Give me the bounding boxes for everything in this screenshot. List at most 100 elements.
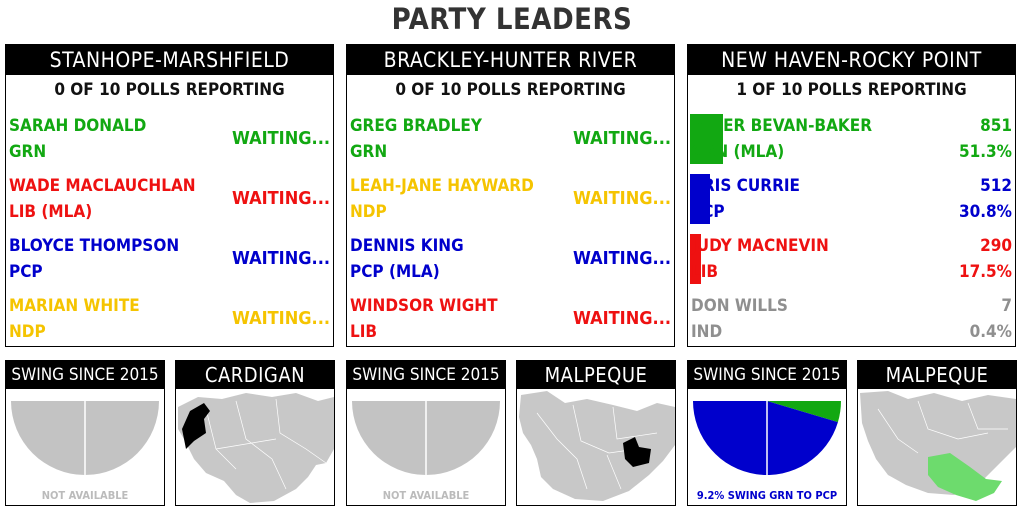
candidate-row: GREG BRADLEY GRN WAITING... — [350, 111, 671, 167]
district-border — [917, 400, 989, 440]
swing-panel: SWING SINCE 2015 NOT AVAILABLE — [346, 360, 506, 506]
candidate-row: WINDSOR WIGHT LIB WAITING... — [350, 291, 671, 347]
district-highlight — [182, 403, 210, 449]
candidate-name: MARIAN WHITE — [9, 296, 140, 316]
candidate-name: PETER BEVAN-BAKER — [691, 116, 872, 136]
candidate-party: LIB — [691, 262, 719, 282]
map-panel: MALPEQUE — [516, 360, 676, 506]
candidate-row: SARAH DONALD GRN WAITING... — [9, 111, 330, 167]
candidate-party: GRN (MLA) — [691, 142, 785, 162]
district-highlight — [623, 437, 651, 467]
candidate-party: GRN — [9, 142, 47, 162]
candidate-status: WAITING... — [573, 248, 671, 269]
candidate-status: WAITING... — [232, 188, 330, 209]
polls-reporting: 1 OF 10 POLLS REPORTING — [736, 80, 967, 100]
candidate-votes: 290 — [980, 236, 1012, 256]
riding-name: STANHOPE-MARSHFIELD — [6, 45, 333, 75]
candidate-status: WAITING... — [232, 308, 330, 329]
candidate-name: SARAH DONALD — [9, 116, 147, 136]
candidate-party: NDP — [9, 322, 46, 342]
map-panel: MALPEQUE — [857, 360, 1017, 506]
candidate-status: WAITING... — [573, 308, 671, 329]
swing-gauge — [693, 401, 841, 476]
swing-label: NOT AVAILABLE — [382, 489, 470, 502]
candidate-percent: 30.8% — [958, 202, 1012, 222]
candidate-name: BLOYCE THOMPSON — [9, 236, 180, 256]
landmass — [178, 393, 334, 503]
district-border — [606, 454, 622, 490]
riding-panel: BRACKLEY-HUNTER RIVER 0 OF 10 POLLS REPOR… — [346, 44, 675, 347]
candidate-row: MARIAN WHITE NDP WAITING... — [9, 291, 330, 347]
district-border — [235, 400, 287, 490]
riding-name: BRACKLEY-HUNTER RIVER — [347, 45, 674, 75]
candidate-row: LEAH-JANE HAYWARD NDP WAITING... — [350, 171, 671, 227]
swing-label: NOT AVAILABLE — [41, 489, 129, 502]
candidate-name: JUDY MACNEVIN — [691, 236, 829, 256]
candidate-name: DON WILLS — [691, 296, 788, 316]
candidate-row: DON WILLS IND 7 0.4% — [691, 291, 1012, 347]
landmass — [860, 391, 1016, 495]
page-title: PARTY LEADERS — [391, 2, 633, 36]
candidate-party: LIB (MLA) — [9, 202, 93, 222]
candidate-name: WADE MACLAUCHLAN — [9, 176, 196, 196]
swing-panel: SWING SINCE 2015 NOT AVAILABLE — [5, 360, 165, 506]
candidate-status: WAITING... — [232, 248, 330, 269]
district-border — [275, 398, 327, 464]
candidate-name: LEAH-JANE HAYWARD — [350, 176, 534, 196]
polls-reporting: 0 OF 10 POLLS REPORTING — [395, 80, 626, 100]
candidate-status: WAITING... — [232, 128, 330, 149]
swing-panel: SWING SINCE 2015 9.2% SWING GRN TO PCP — [687, 360, 847, 506]
candidate-votes: 851 — [980, 116, 1012, 136]
candidate-status: WAITING... — [573, 128, 671, 149]
district-map — [519, 391, 675, 501]
map-header: CARDIGAN — [176, 361, 334, 389]
swing-label: 9.2% SWING GRN TO PCP — [696, 489, 838, 502]
vote-share-bar — [690, 234, 701, 284]
candidate-votes: 512 — [980, 176, 1012, 196]
map-header: MALPEQUE — [517, 361, 675, 389]
riding-panel: STANHOPE-MARSHFIELD 0 OF 10 POLLS REPORTI… — [5, 44, 334, 347]
polls-reporting: 0 OF 10 POLLS REPORTING — [54, 80, 285, 100]
swing-header: SWING SINCE 2015 — [6, 361, 164, 389]
swing-header: SWING SINCE 2015 — [688, 361, 846, 389]
swing-gauge — [352, 401, 500, 475]
swing-gauge — [11, 401, 159, 475]
candidate-name: DENNIS KING — [350, 236, 464, 256]
district-border — [572, 404, 638, 454]
candidate-party: PCP (MLA) — [350, 262, 440, 282]
candidate-percent: 17.5% — [958, 262, 1012, 282]
candidate-row: WADE MACLAUCHLAN LIB (MLA) WAITING... — [9, 171, 330, 227]
candidate-party: PCP — [691, 202, 725, 222]
district-highlight — [928, 453, 1002, 501]
candidate-percent: 51.3% — [958, 142, 1012, 162]
candidate-name: GREG BRADLEY — [350, 116, 482, 136]
candidate-name: KRIS CURRIE — [691, 176, 800, 196]
candidate-row: BLOYCE THOMPSON PCP WAITING... — [9, 231, 330, 287]
candidate-row: JUDY MACNEVIN LIB 290 17.5% — [690, 231, 1012, 287]
candidate-party: GRN — [350, 142, 388, 162]
vote-share-bar — [690, 114, 723, 164]
district-border — [215, 438, 277, 450]
swing-from-sector — [767, 401, 841, 423]
district-border — [612, 406, 658, 440]
swing-to-sector — [693, 401, 838, 476]
candidate-status: WAITING... — [573, 188, 671, 209]
candidate-party: IND — [691, 322, 723, 342]
riding-name: NEW HAVEN-ROCKY POINT — [688, 45, 1015, 75]
map-panel: CARDIGAN — [175, 360, 335, 506]
district-border — [967, 402, 1008, 430]
candidate-percent: 0.4% — [969, 322, 1012, 342]
candidate-row: PETER BEVAN-BAKER GRN (MLA) 851 51.3% — [690, 111, 1012, 167]
candidate-row: KRIS CURRIE PCP 512 30.8% — [690, 171, 1012, 227]
candidate-party: PCP — [9, 262, 43, 282]
district-border — [877, 408, 919, 454]
vote-share-bar — [690, 174, 710, 224]
map-header: MALPEQUE — [858, 361, 1016, 389]
district-map — [178, 393, 334, 503]
candidate-row: DENNIS KING PCP (MLA) WAITING... — [350, 231, 671, 287]
swing-header: SWING SINCE 2015 — [347, 361, 505, 389]
landmass — [519, 391, 675, 501]
candidate-votes: 7 — [1001, 296, 1012, 316]
candidate-name: WINDSOR WIGHT — [350, 296, 498, 316]
candidate-party: LIB — [350, 322, 378, 342]
